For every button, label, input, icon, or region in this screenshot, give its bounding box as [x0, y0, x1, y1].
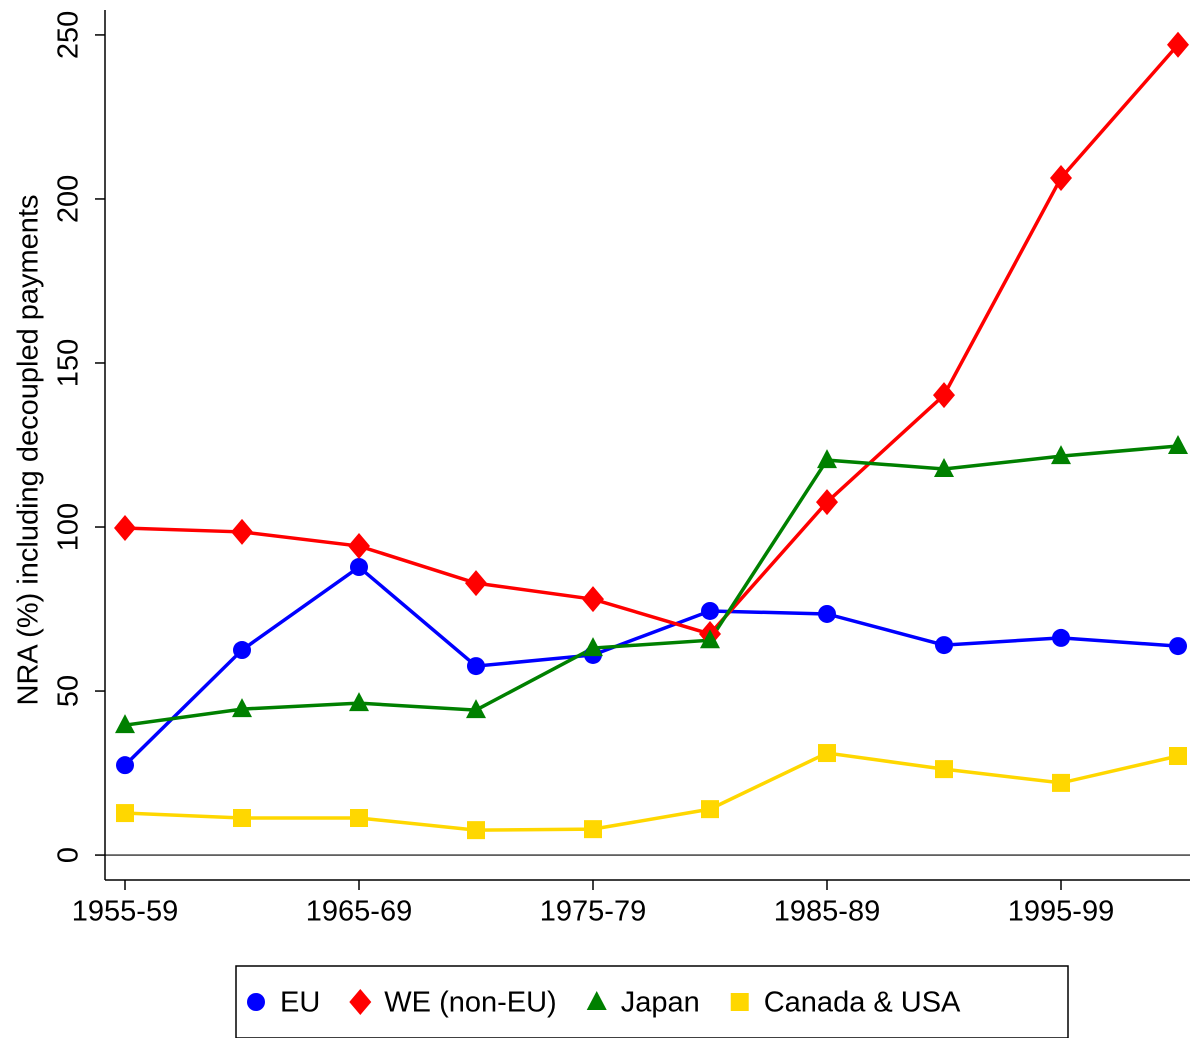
x-tick-label: 1955-59: [72, 896, 178, 928]
data-point: [933, 382, 955, 409]
data-point: [465, 570, 487, 597]
data-point: [115, 714, 135, 734]
data-point: [817, 449, 837, 469]
data-point: [116, 756, 134, 775]
series-line: [124, 444, 1179, 727]
data-point: [348, 533, 370, 560]
data-point: [349, 692, 369, 712]
legend-label: WE (non-EU): [384, 987, 556, 1019]
legend-label: Japan: [621, 987, 700, 1019]
legend-box: [235, 965, 1069, 1038]
legend-marker: [586, 991, 607, 1010]
data-point: [935, 760, 953, 779]
y-tick-label: 50: [53, 675, 85, 707]
data-point: [582, 586, 604, 613]
data-point: [114, 514, 136, 541]
legend-label: Canada & USA: [764, 987, 961, 1019]
data-point: [467, 657, 485, 676]
data-point: [934, 457, 954, 477]
legend-marker: [247, 993, 265, 1011]
data-point: [1167, 31, 1189, 58]
data-point: [1168, 434, 1188, 454]
data-point: [233, 808, 251, 827]
data-point: [466, 699, 486, 719]
legend-marker: [730, 993, 749, 1011]
y-axis-title: NRA (%) including decoupled payments: [13, 195, 45, 706]
data-point: [1050, 164, 1072, 191]
data-point: [700, 629, 720, 649]
data-point: [350, 558, 368, 577]
data-point: [116, 804, 134, 823]
y-tick-label: 0: [53, 847, 85, 863]
data-point: [231, 518, 253, 545]
series-line: [123, 564, 1179, 767]
y-tick-label: 200: [53, 175, 85, 223]
data-point: [1052, 628, 1070, 647]
data-point: [1051, 445, 1071, 465]
data-point: [818, 744, 836, 763]
data-point: [233, 641, 251, 660]
data-point: [1169, 746, 1187, 765]
series-line: [124, 43, 1180, 636]
data-point: [1052, 773, 1070, 792]
data-point: [701, 800, 719, 819]
x-tick-label: 1965-69: [306, 896, 412, 928]
y-tick-label: 150: [53, 339, 85, 387]
legend-marker: [349, 989, 372, 1015]
y-tick-label: 250: [53, 11, 85, 59]
data-point: [467, 821, 485, 840]
series-line: [124, 751, 1179, 832]
data-point: [818, 604, 836, 623]
data-point: [1169, 637, 1187, 656]
data-point: [350, 808, 368, 827]
x-tick-label: 1975-79: [540, 896, 646, 928]
x-tick-label: 1995-99: [1008, 896, 1114, 928]
data-point: [816, 489, 838, 516]
data-point: [935, 636, 953, 655]
data-point: [584, 820, 602, 839]
data-point: [701, 601, 719, 620]
x-tick-label: 1985-89: [774, 896, 880, 928]
legend-label: EU: [280, 987, 320, 1019]
data-point: [232, 698, 252, 718]
data-point: [583, 637, 603, 657]
y-tick-label: 100: [53, 503, 85, 551]
